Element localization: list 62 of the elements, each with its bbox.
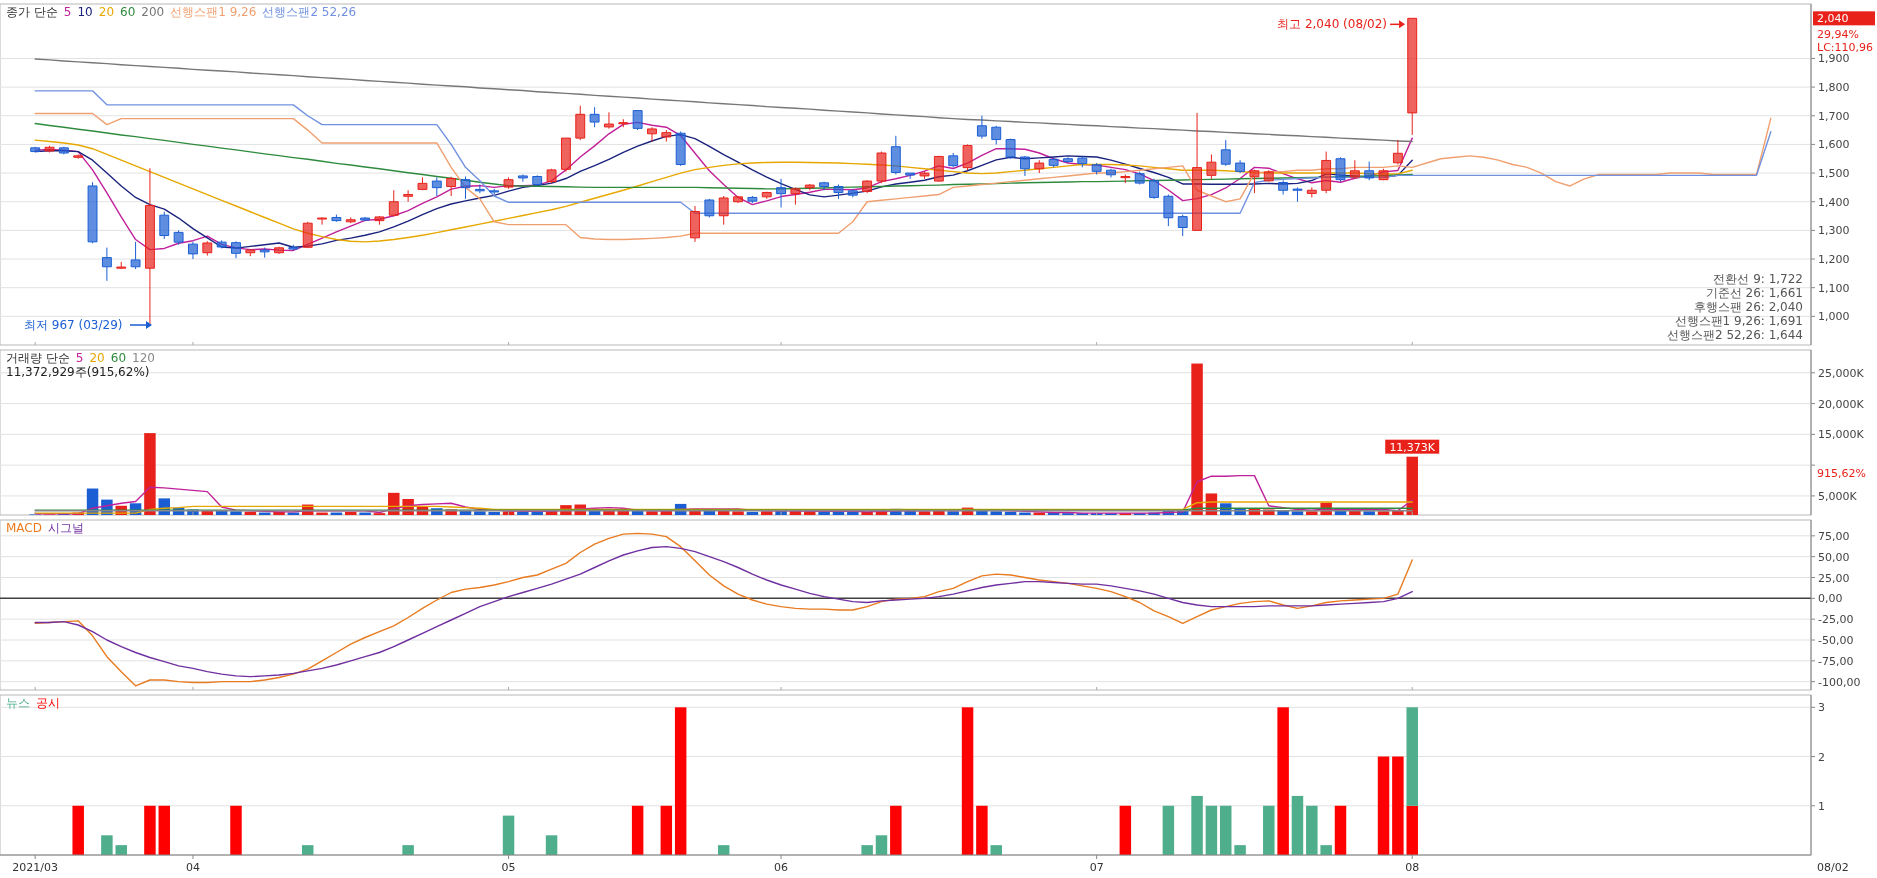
x-tick-label: 07 (1089, 861, 1104, 874)
annotation: 선행스팬1 9,26: 1,691 (1674, 314, 1803, 328)
y-tick-label: 1,900 (1818, 52, 1850, 66)
y-tick-label: -25,00 (1818, 613, 1854, 627)
y-tick-label: 1,500 (1818, 167, 1850, 181)
x-tick-label: 04 (185, 861, 200, 874)
text: 60 (110, 351, 127, 365)
y-tick-label: 3 (1818, 701, 1825, 715)
x-tick-label: 06 (774, 861, 789, 874)
y-tick-label: -50,00 (1818, 634, 1854, 647)
legend-title: 종가 단순 (6, 5, 58, 19)
x-tick-label: 2021/03 (12, 861, 59, 874)
y-tick-label: 1,800 (1818, 81, 1850, 95)
y-tick-label: -75,00 (1818, 654, 1854, 668)
y-tick-label: 1,400 (1818, 195, 1850, 209)
text: 20 (98, 5, 115, 19)
y-tick-label: 0,00 (1818, 592, 1843, 606)
text: 5 (75, 351, 84, 365)
y-tick-label: 1,300 (1818, 224, 1850, 238)
text: 11,372,929주(915,62%) (6, 365, 150, 379)
annotation: 최고 2,040 (08/02) (1277, 17, 1388, 32)
annotation: 후행스팬 26: 2,040 (1693, 300, 1803, 314)
y-tick-label: -100,00 (1818, 675, 1861, 689)
text: 10 (77, 5, 93, 19)
y-tick-label: 5,000K (1818, 489, 1858, 503)
text: MACD (6, 521, 42, 535)
y-tick-label: 50,00 (1818, 550, 1850, 564)
text: 120 (132, 351, 155, 365)
y-tick-label: 2 (1818, 750, 1825, 764)
legend-title: 거래량 단순 (6, 351, 70, 365)
annotation: 전환선 9: 1,722 (1713, 272, 1803, 286)
text: LC:110,96 (1817, 41, 1874, 55)
y-tick-label: 20,000K (1818, 397, 1865, 411)
x-tick-label: 08 (1405, 861, 1420, 874)
y-tick-label: 75,00 (1818, 529, 1850, 543)
text: 뉴스 (6, 696, 30, 710)
text: 공시 (36, 696, 60, 710)
text: 915,62% (1817, 466, 1866, 480)
text: 20 (89, 351, 105, 365)
y-tick-label: 1,000 (1818, 310, 1850, 324)
text: 2,040 (1817, 12, 1849, 26)
y-tick-label: 1,600 (1818, 138, 1850, 152)
text: 5 (63, 5, 72, 19)
data-label: 11,373K (1389, 440, 1436, 454)
text: 선행스팬1 9,26 (170, 5, 257, 19)
text: 60 (120, 5, 136, 19)
text: 200 (141, 5, 165, 19)
text: 시그널 (47, 521, 84, 535)
y-tick-label: 15,000K (1818, 428, 1865, 442)
y-tick-label: 1 (1818, 799, 1825, 813)
text: 29,94% (1817, 28, 1859, 42)
y-tick-label: 1,100 (1818, 281, 1850, 295)
y-tick-label: 1,200 (1818, 253, 1850, 267)
text: 08/02 (1817, 861, 1849, 874)
y-tick-label: 1,700 (1818, 109, 1850, 123)
annotation: 최저 967 (03/29) (24, 318, 123, 332)
text: 선행스팬2 52,26 (262, 5, 357, 19)
x-tick-label: 05 (501, 861, 516, 874)
annotation: 선행스팬2 52,26: 1,644 (1666, 328, 1803, 342)
annotation: 기준선 26: 1,661 (1705, 286, 1803, 300)
y-tick-label: 25,000K (1818, 366, 1865, 380)
y-tick-label: 25,00 (1818, 571, 1850, 585)
